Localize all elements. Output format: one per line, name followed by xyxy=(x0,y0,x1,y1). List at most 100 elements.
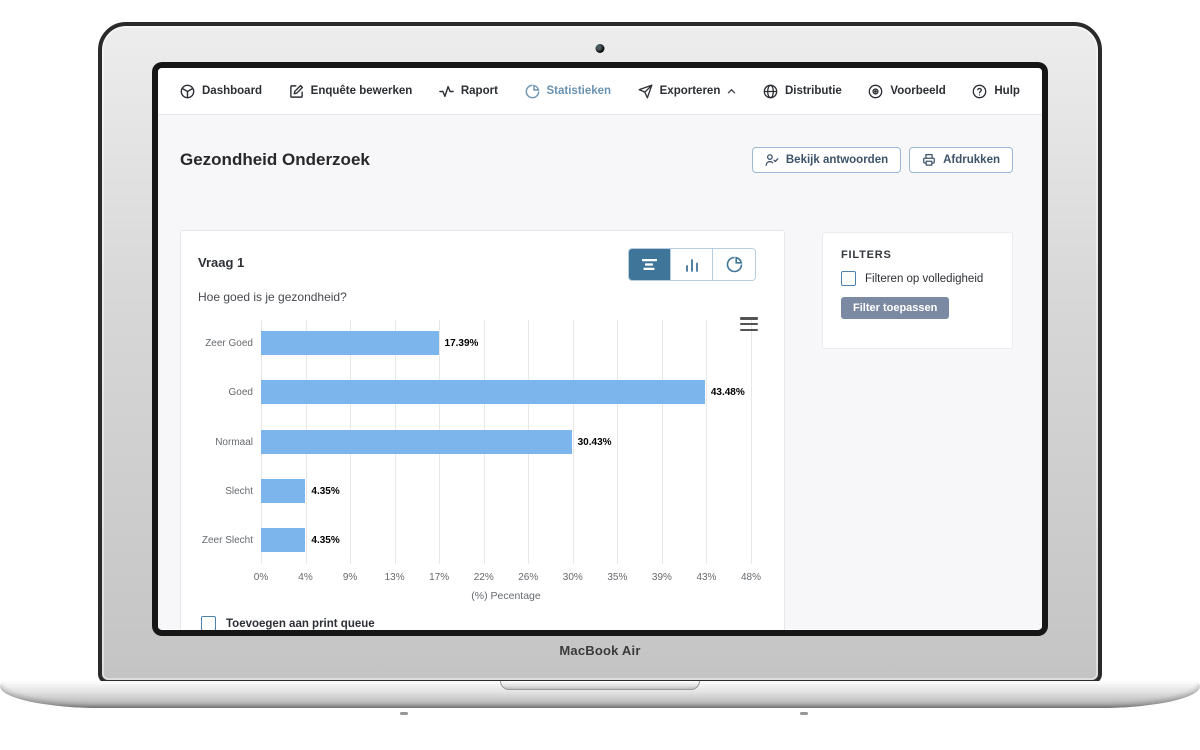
x-axis-tick: 22% xyxy=(473,572,494,583)
send-icon xyxy=(638,84,653,98)
nav-label: Statistieken xyxy=(546,85,612,97)
globe-icon xyxy=(763,84,778,98)
column-chart-icon xyxy=(685,258,698,272)
question-card: Vraag 1 xyxy=(180,230,785,630)
horizontal-bars-icon xyxy=(642,259,657,270)
chart-context-menu-icon[interactable] xyxy=(739,316,759,332)
completeness-filter-label: Filteren op volledigheid xyxy=(865,272,984,285)
eye-icon xyxy=(869,84,883,98)
category-label: Zeer Goed xyxy=(205,338,253,349)
nav-item-edit-survey[interactable]: Enquête bewerken xyxy=(289,84,413,99)
question-number: Vraag 1 xyxy=(198,255,245,270)
category-label: Goed xyxy=(228,387,253,399)
x-axis-tick: 30% xyxy=(562,572,583,583)
filters-heading: FILTERS xyxy=(841,249,892,261)
nav-label: Dashboard xyxy=(202,85,263,97)
x-axis-tick: 43% xyxy=(696,572,717,583)
pie-chart-icon xyxy=(525,84,539,98)
nav-label: Raport xyxy=(460,85,498,97)
nav-item-dashboard[interactable]: Dashboard xyxy=(180,84,262,99)
nav-item-report[interactable]: Raport xyxy=(439,84,498,99)
x-axis-tick: 4% xyxy=(298,572,313,583)
category-label: Zeer Slecht xyxy=(201,535,253,547)
bar[interactable] xyxy=(261,331,439,355)
value-label: 43.48% xyxy=(710,387,745,399)
printer-icon xyxy=(923,153,935,166)
nav-label: Exporteren xyxy=(659,85,721,97)
header-actions: Bekijk antwoorden Afdrukken xyxy=(751,147,1013,173)
completeness-filter-checkbox[interactable] xyxy=(841,271,856,286)
page-header: Gezondheid Onderzoek Bekijk antwoorden xyxy=(158,115,1042,183)
x-axis-tick: 9% xyxy=(342,572,358,583)
gridline xyxy=(751,320,752,564)
help-icon xyxy=(973,84,987,98)
bar[interactable] xyxy=(261,380,705,405)
page-title: Gezondheid Onderzoek xyxy=(180,150,370,169)
print-button[interactable]: Afdrukken xyxy=(909,147,1013,173)
nav-item-preview[interactable]: Voorbeeld xyxy=(868,84,946,99)
horizontal-bar-chart-toggle[interactable] xyxy=(629,249,671,280)
print-queue-checkbox[interactable] xyxy=(201,616,216,630)
activity-icon xyxy=(439,85,454,97)
nav-label: Hulp xyxy=(994,85,1020,97)
edit-icon xyxy=(289,84,303,98)
chevron-up-icon xyxy=(728,88,736,94)
nav-label: Enquête bewerken xyxy=(310,85,413,97)
top-navbar: Dashboard Enquête bewerken Raport xyxy=(158,68,1042,115)
value-label: 17.39% xyxy=(444,338,479,349)
main-content: Gezondheid Onderzoek Bekijk antwoorden xyxy=(158,115,1042,630)
column-chart-toggle[interactable] xyxy=(671,249,713,280)
laptop-foot xyxy=(800,712,808,715)
chart-type-toggle xyxy=(628,248,756,281)
webcam-dot xyxy=(595,44,605,53)
nav-item-help[interactable]: Hulp xyxy=(972,84,1020,99)
x-axis-tick: 13% xyxy=(384,572,405,583)
device-label: MacBook Air xyxy=(559,643,641,658)
print-label: Afdrukken xyxy=(943,154,1000,166)
x-axis-tick: 0% xyxy=(253,572,269,583)
value-label: 4.35% xyxy=(311,485,340,497)
laptop-screen: Dashboard Enquête bewerken Raport xyxy=(152,62,1048,636)
bar-chart: 0% 4% 9% 13% 17% 22% 26% 30% 35% 39% 43% 48% Zeer Go… xyxy=(181,231,784,630)
nav-item-export[interactable]: Exporteren xyxy=(638,84,737,99)
x-axis-title: (%) Pecentage xyxy=(471,590,541,602)
x-axis-tick: 35% xyxy=(607,572,628,583)
laptop-screen-bezel: Dashboard Enquête bewerken Raport xyxy=(98,22,1102,684)
print-queue-label: Toevoegen aan print queue xyxy=(226,617,375,630)
gridline xyxy=(572,320,574,564)
survey-app-window: Dashboard Enquête bewerken Raport xyxy=(158,68,1042,630)
gridline xyxy=(661,320,663,564)
user-check-icon xyxy=(765,154,779,166)
nav-item-distribution[interactable]: Distributie xyxy=(763,84,842,99)
question-text: Hoe goed is je gezondheid? xyxy=(198,290,347,304)
bar[interactable] xyxy=(261,429,572,454)
view-answers-button[interactable]: Bekijk antwoorden xyxy=(751,147,902,173)
dashboard-cube-icon xyxy=(180,84,195,98)
value-label: 30.43% xyxy=(577,436,612,448)
nav-label: Voorbeeld xyxy=(890,85,946,97)
laptop-base-notch xyxy=(500,681,700,690)
laptop-base xyxy=(0,681,1200,715)
x-axis-tick: 17% xyxy=(429,572,450,583)
gridline xyxy=(617,320,619,564)
value-label: 4.35% xyxy=(311,535,340,547)
x-axis-tick: 48% xyxy=(740,572,761,583)
gridline xyxy=(706,320,708,564)
completeness-filter-row: Filteren op volledigheid xyxy=(841,271,983,286)
bar[interactable] xyxy=(261,478,306,503)
apply-filter-button[interactable]: Filter toepassen xyxy=(841,297,950,319)
category-label: Slecht xyxy=(225,485,253,497)
bar[interactable] xyxy=(261,528,306,553)
view-answers-label: Bekijk antwoorden xyxy=(785,154,889,166)
pie-chart-icon xyxy=(726,256,742,273)
x-axis-tick: 39% xyxy=(651,572,672,583)
print-queue-row: Toevoegen aan print queue xyxy=(201,616,375,630)
x-axis-tick: 26% xyxy=(518,572,539,583)
nav-label: Distributie xyxy=(784,85,842,97)
laptop-foot xyxy=(400,712,408,715)
filters-panel: FILTERS Filteren op volledigheid Filter … xyxy=(822,232,1013,349)
pie-chart-toggle[interactable] xyxy=(713,249,755,280)
nav-item-statistics[interactable]: Statistieken xyxy=(525,84,612,99)
category-label: Normaal xyxy=(215,436,253,448)
